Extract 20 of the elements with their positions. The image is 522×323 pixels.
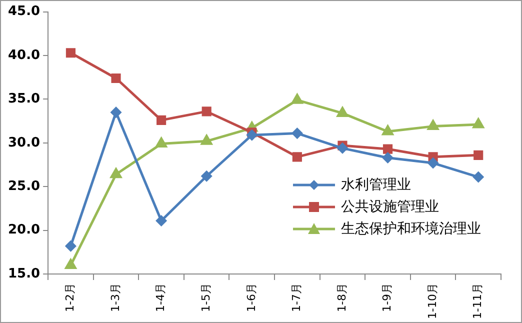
x-tick-label: 1-10月 — [426, 283, 439, 320]
x-tick-label: 1-7月 — [290, 283, 304, 312]
x-tick-label: 1-11月 — [471, 283, 484, 320]
y-tick-label: 45.0 — [8, 4, 40, 20]
y-tick-label: 20.0 — [8, 222, 40, 238]
x-tick-label: 1-5月 — [199, 283, 212, 312]
legend-label: 水利管理业 — [341, 176, 411, 194]
legend-label: 公共设施管理业 — [341, 198, 439, 216]
legend-label: 生态保护和环境治理业 — [341, 220, 481, 238]
y-tick-label: 15.0 — [8, 266, 40, 282]
x-tick-label: 1-2月 — [64, 283, 77, 312]
y-tick-label: 35.0 — [8, 92, 40, 107]
x-tick-label: 1-3月 — [108, 283, 122, 312]
x-tick-label: 1-6月 — [244, 283, 258, 312]
x-tick-label: 1-9月 — [380, 283, 394, 312]
x-tick-label: 1-8月 — [335, 283, 348, 312]
y-tick-label: 30.0 — [8, 135, 40, 150]
y-tick-label: 25.0 — [8, 179, 40, 194]
x-tick-label: 1-4月 — [154, 283, 168, 312]
y-tick-label: 40.0 — [8, 48, 40, 63]
